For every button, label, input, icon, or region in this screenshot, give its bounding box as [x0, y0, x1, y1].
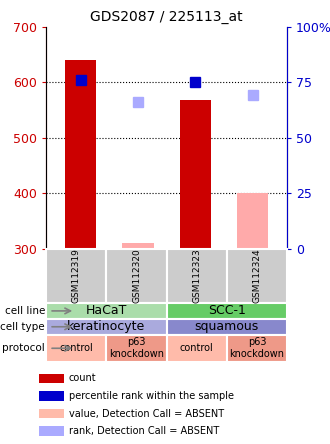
Bar [167, 335, 227, 362]
Text: GSM112324: GSM112324 [252, 249, 261, 303]
Text: squamous: squamous [195, 320, 259, 333]
Text: cell line: cell line [5, 306, 45, 316]
Bar [167, 303, 287, 319]
Text: p63
knockdown: p63 knockdown [229, 337, 284, 359]
Bar [46, 319, 167, 335]
Text: HaCaT: HaCaT [86, 305, 127, 317]
Bar [39, 426, 64, 436]
Bar [227, 249, 287, 303]
Text: GSM112320: GSM112320 [132, 249, 141, 303]
Text: SCC-1: SCC-1 [208, 305, 246, 317]
Bar [39, 374, 64, 383]
Bar [106, 335, 167, 362]
Text: control: control [180, 343, 214, 353]
Text: p63
knockdown: p63 knockdown [109, 337, 164, 359]
Bar [46, 249, 106, 303]
Bar [46, 335, 106, 362]
Bar [167, 319, 287, 335]
Bar [167, 249, 227, 303]
Text: GSM112319: GSM112319 [72, 248, 81, 303]
Bar [65, 60, 96, 249]
Bar [39, 391, 64, 401]
Bar [122, 243, 154, 249]
Bar [39, 409, 64, 418]
Text: control: control [59, 343, 93, 353]
Title: GDS2087 / 225113_at: GDS2087 / 225113_at [90, 10, 243, 24]
Text: GSM112323: GSM112323 [192, 249, 201, 303]
Bar [227, 335, 287, 362]
Text: rank, Detection Call = ABSENT: rank, Detection Call = ABSENT [69, 426, 219, 436]
Bar [106, 249, 167, 303]
Bar [237, 193, 269, 249]
Text: cell type: cell type [0, 322, 45, 332]
Text: count: count [69, 373, 97, 384]
Bar [180, 100, 211, 249]
Text: protocol: protocol [2, 343, 45, 353]
Bar [46, 303, 167, 319]
Text: percentile rank within the sample: percentile rank within the sample [69, 391, 234, 401]
Text: keratinocyte: keratinocyte [67, 320, 146, 333]
Text: value, Detection Call = ABSENT: value, Detection Call = ABSENT [69, 408, 224, 419]
